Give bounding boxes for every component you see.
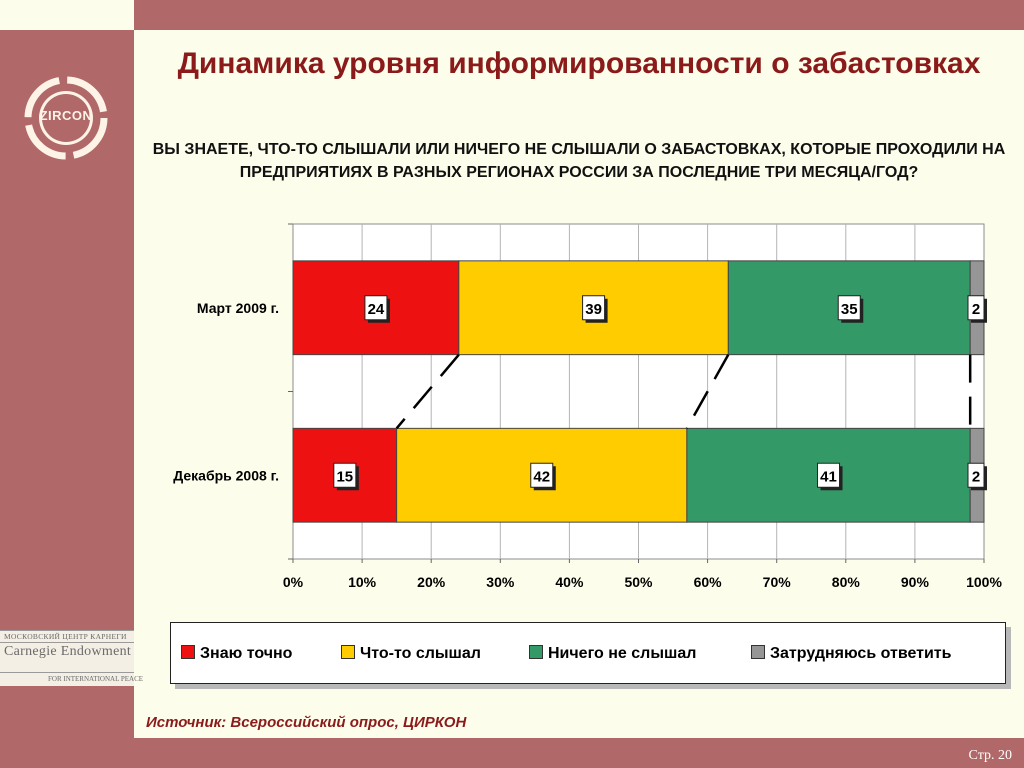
source-note: Источник: Всероссийский опрос, ЦИРКОН — [146, 714, 467, 731]
carnegie-logo: МОСКОВСКИЙ ЦЕНТР КАРНЕГИ Carnegie Endowm… — [0, 630, 143, 686]
series-connector-line — [395, 353, 460, 430]
data-label: 35 — [841, 301, 858, 318]
legend-swatch-not-heard — [529, 645, 543, 659]
slide-title: Динамика уровня информированности о заба… — [177, 47, 981, 80]
legend-swatch-heard — [341, 645, 355, 659]
chart-legend: Знаю точно Что-то слышал Ничего не слыша… — [170, 622, 1006, 684]
x-tick-label: 10% — [348, 574, 377, 590]
legend-label-heard: Что-то слышал — [360, 645, 481, 662]
zircon-logo-text: ZIRCON — [39, 108, 93, 123]
page-number: Стр. 20 — [968, 748, 1012, 763]
data-label-box — [364, 295, 388, 321]
data-label-box — [530, 462, 554, 488]
legend-item-not-heard: Ничего не слышал — [529, 645, 696, 663]
x-tick-label: 50% — [624, 574, 653, 590]
x-tick-label: 0% — [283, 574, 304, 590]
data-label: 24 — [368, 301, 385, 318]
legend-swatch-know — [181, 645, 195, 659]
category-label: Декабрь 2008 г. — [173, 467, 279, 483]
x-tick-label: 90% — [901, 574, 930, 590]
x-tick-label: 30% — [486, 574, 515, 590]
legend-item-know: Знаю точно — [181, 645, 292, 663]
x-tick-label: 20% — [417, 574, 446, 590]
data-label-box — [967, 462, 985, 488]
legend-item-hard-to-say: Затрудняюсь ответить — [751, 645, 951, 663]
legend-item-heard: Что-то слышал — [341, 645, 481, 663]
data-label: 2 — [972, 301, 980, 318]
x-tick-label: 80% — [832, 574, 861, 590]
data-label: 15 — [336, 468, 353, 485]
zircon-logo-icon — [24, 76, 108, 160]
top-band — [0, 0, 1024, 30]
left-band — [0, 30, 134, 738]
carnegie-logo-line1: МОСКОВСКИЙ ЦЕНТР КАРНЕГИ — [4, 632, 127, 641]
top-notch — [0, 0, 134, 30]
x-tick-label: 40% — [555, 574, 584, 590]
x-tick-label: 70% — [763, 574, 792, 590]
bottom-band — [0, 738, 1024, 768]
series-connector-line — [685, 354, 730, 429]
category-label: Март 2009 г. — [197, 300, 279, 316]
data-label-box — [837, 295, 861, 321]
data-label-box — [582, 295, 606, 321]
carnegie-logo-line2: Carnegie Endowment — [4, 644, 132, 659]
data-label: 39 — [585, 301, 602, 318]
data-label: 42 — [533, 468, 550, 485]
data-label-box — [333, 462, 357, 488]
data-label-box — [967, 295, 985, 321]
data-label: 2 — [972, 468, 980, 485]
legend-label-hard-to-say: Затрудняюсь ответить — [770, 645, 952, 662]
data-label: 41 — [820, 468, 837, 485]
x-tick-label: 60% — [694, 574, 723, 590]
legend-label-not-heard: Ничего не слышал — [548, 645, 697, 662]
x-tick-label: 100% — [966, 574, 1002, 590]
carnegie-logo-line3: FOR INTERNATIONAL PEACE — [48, 675, 144, 683]
survey-question: ВЫ ЗНАЕТЕ, ЧТО-ТО СЛЫШАЛИ ИЛИ НИЧЕГО НЕ … — [152, 141, 1006, 181]
legend-swatch-hard-to-say — [751, 645, 765, 659]
legend-label-know: Знаю точно — [200, 645, 293, 662]
stacked-bar-chart: 0% 10% 20% 30% 40% 50% 60% 70% 80% 90% 100% 24 39 35 2… — [173, 223, 1002, 590]
data-label-box — [817, 462, 841, 488]
